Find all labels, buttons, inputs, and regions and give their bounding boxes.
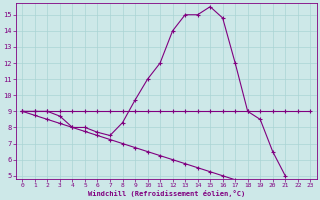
X-axis label: Windchill (Refroidissement éolien,°C): Windchill (Refroidissement éolien,°C) <box>88 190 245 197</box>
